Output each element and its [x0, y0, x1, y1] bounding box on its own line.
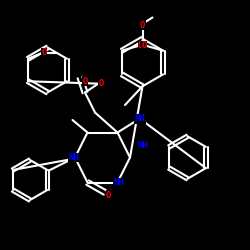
Text: O: O: [82, 77, 88, 86]
Text: O: O: [140, 20, 145, 30]
Text: O: O: [98, 79, 104, 88]
Text: O: O: [42, 48, 47, 57]
Text: O: O: [138, 41, 143, 50]
Text: NH: NH: [134, 114, 145, 123]
Text: NH: NH: [68, 153, 79, 162]
Text: NH: NH: [137, 140, 148, 149]
Text: O: O: [142, 41, 147, 50]
Text: NH: NH: [114, 178, 124, 187]
Text: O: O: [106, 190, 112, 200]
